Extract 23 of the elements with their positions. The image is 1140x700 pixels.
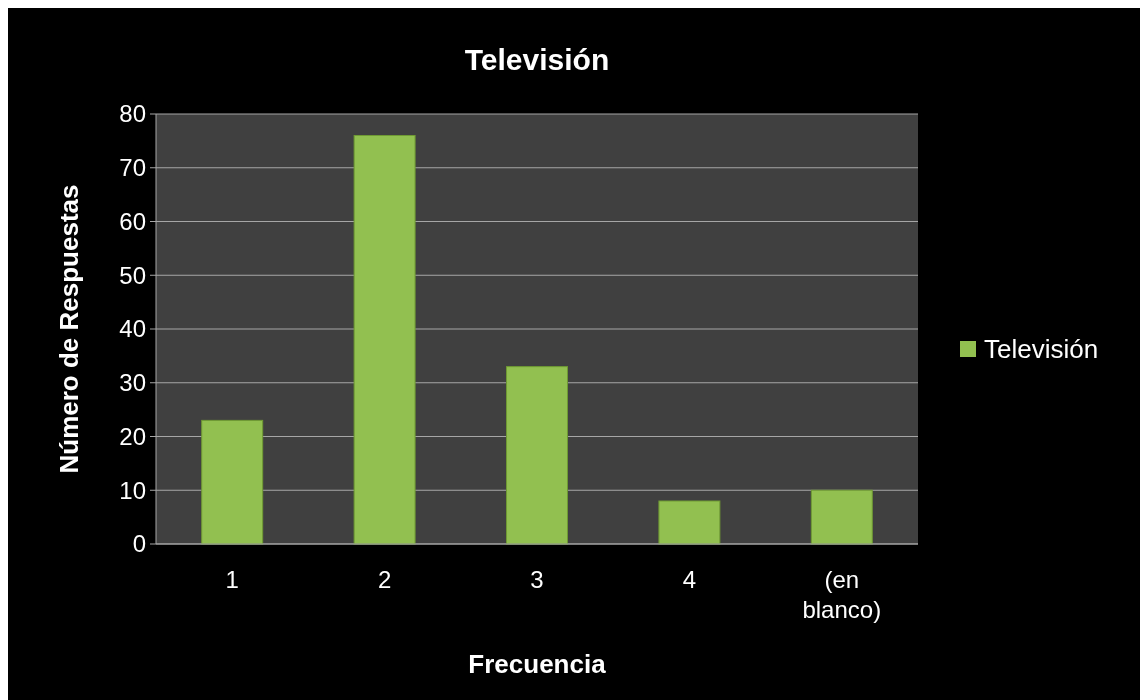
y-tick-label: 40 xyxy=(119,315,146,343)
y-tick-label: 20 xyxy=(119,422,146,450)
legend-label: Televisión xyxy=(984,334,1099,365)
chart-title: Televisión xyxy=(464,43,610,76)
y-tick-label: 70 xyxy=(119,154,146,182)
bar xyxy=(353,135,416,545)
x-tick-label: (en blanco) xyxy=(802,566,882,623)
x-tick-label: 2 xyxy=(377,566,392,593)
x-axis-title: Frecuencia xyxy=(468,649,607,679)
x-tick-label: 1 xyxy=(225,566,239,593)
y-tick-label: 0 xyxy=(132,530,146,558)
y-tick-label: 50 xyxy=(119,261,146,289)
y-axis-title: Número de Respuestas xyxy=(54,184,84,474)
bar xyxy=(201,419,264,545)
bar xyxy=(810,489,873,545)
x-tick-label: 4 xyxy=(682,566,697,593)
y-tick-label: 80 xyxy=(119,100,146,128)
bar xyxy=(658,500,721,545)
y-tick-label: 10 xyxy=(119,476,146,504)
y-tick-label: 60 xyxy=(119,207,146,235)
bar xyxy=(506,366,568,545)
y-tick-label: 30 xyxy=(119,369,146,397)
x-tick-label: 3 xyxy=(530,566,544,593)
